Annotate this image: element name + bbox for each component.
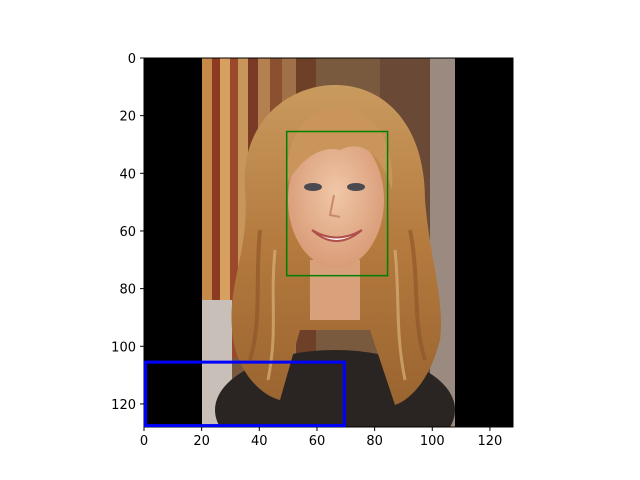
y-tick-label: 40: [119, 167, 136, 182]
x-tick-label: 100: [420, 434, 445, 449]
photo: [144, 58, 513, 427]
face-bounding-box: [285, 130, 389, 277]
lower-left-bounding-box: [143, 360, 346, 428]
photo-content: [202, 58, 455, 427]
y-tick-label: 80: [119, 283, 136, 298]
bounding-boxes: [143, 130, 389, 428]
y-tick-label: 60: [119, 225, 136, 240]
y-axis: 0 20 40 60 80 100 120: [111, 52, 144, 413]
x-tick-label: 120: [478, 434, 503, 449]
x-tick-label: 20: [193, 434, 210, 449]
x-axis: 0 20 40 60 80 100 120: [140, 427, 502, 449]
x-tick-label: 80: [366, 434, 383, 449]
x-tick-label: 0: [140, 434, 148, 449]
y-tick-label: 0: [128, 52, 136, 67]
y-tick-label: 20: [119, 110, 136, 125]
x-tick-label: 60: [309, 434, 326, 449]
y-tick-label: 120: [111, 398, 136, 413]
y-tick-label: 100: [111, 340, 136, 355]
x-tick-label: 40: [251, 434, 268, 449]
